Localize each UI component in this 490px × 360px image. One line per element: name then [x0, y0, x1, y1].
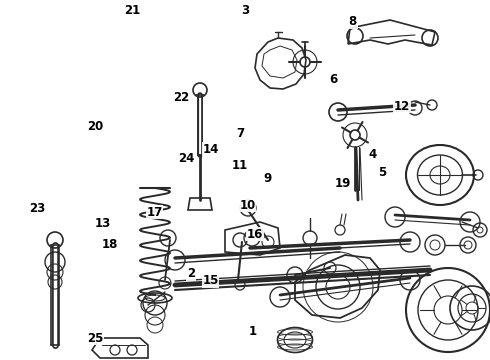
Text: 7: 7 [236, 127, 244, 140]
Text: 1: 1 [248, 325, 256, 338]
Text: 8: 8 [349, 15, 357, 28]
Text: 25: 25 [87, 332, 104, 345]
Text: 13: 13 [95, 217, 111, 230]
Text: 16: 16 [246, 228, 263, 240]
Text: 23: 23 [28, 202, 45, 215]
Text: 21: 21 [124, 4, 141, 17]
Text: 24: 24 [178, 152, 195, 165]
Text: 22: 22 [173, 91, 190, 104]
Text: 14: 14 [202, 143, 219, 156]
Text: 17: 17 [146, 206, 163, 219]
Text: 20: 20 [87, 120, 104, 132]
Text: 10: 10 [239, 199, 256, 212]
Text: 19: 19 [335, 177, 351, 190]
Text: 5: 5 [378, 166, 386, 179]
Text: 11: 11 [232, 159, 248, 172]
Text: 15: 15 [202, 274, 219, 287]
Text: 6: 6 [329, 73, 337, 86]
Text: 9: 9 [263, 172, 271, 185]
Text: 3: 3 [241, 4, 249, 17]
Text: 18: 18 [102, 238, 119, 251]
Text: 2: 2 [187, 267, 195, 280]
Text: 4: 4 [368, 148, 376, 161]
Text: 12: 12 [393, 100, 410, 113]
